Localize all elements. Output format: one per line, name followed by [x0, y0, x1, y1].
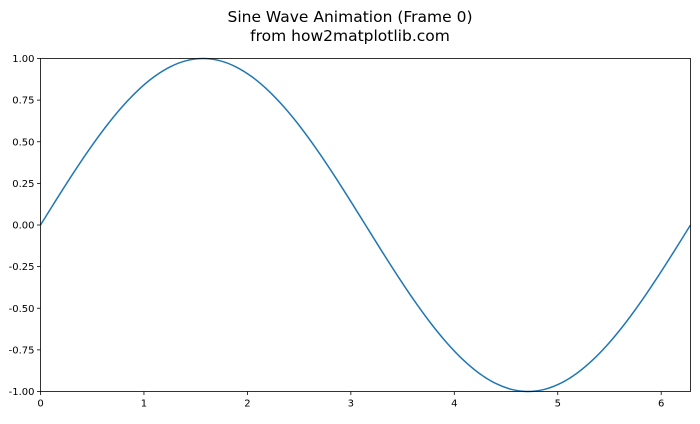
y-tick-label: 0.75: [12, 96, 34, 107]
x-tick-label: 2: [244, 399, 250, 410]
y-tick-label: -0.75: [9, 345, 35, 356]
chart-subtitle: from how2matplotlib.com: [250, 27, 450, 45]
y-tick-label: -0.25: [9, 262, 35, 273]
y-tick-label: 0.25: [12, 179, 34, 190]
y-tick-label: 0.00: [12, 221, 34, 232]
series-line-sin: [39, 57, 692, 393]
plot-area-frame: [40, 58, 691, 392]
y-tick-label: -1.00: [9, 387, 35, 398]
x-tick-label: 3: [348, 399, 354, 410]
y-tick-label: 0.50: [12, 137, 34, 148]
y-tick-label: -0.50: [9, 304, 35, 315]
chart-title: Sine Wave Animation (Frame 0): [227, 8, 472, 26]
x-tick-label: 5: [555, 399, 561, 410]
x-tick-label: 0: [37, 399, 43, 410]
y-tick-label: 1.00: [12, 54, 34, 65]
x-tick-label: 1: [141, 399, 147, 410]
x-tick-label: 6: [658, 399, 664, 410]
x-tick-label: 4: [451, 399, 457, 410]
